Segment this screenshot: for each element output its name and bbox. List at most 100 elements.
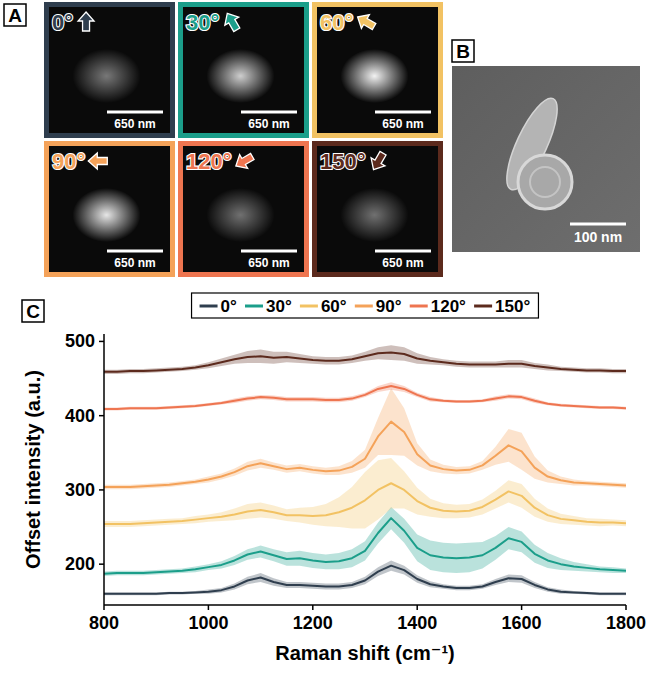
scale-label: 650 nm <box>248 256 289 270</box>
panel-letter-group: B <box>452 40 474 62</box>
image-tile: 0° 650 nm <box>47 5 173 136</box>
error-band <box>104 382 626 410</box>
legend-swatch <box>300 305 318 308</box>
legend-label: 60° <box>321 297 347 316</box>
panel-letter-group: C <box>22 300 44 322</box>
tile-frame <box>315 5 441 136</box>
scattering-spot <box>341 188 409 242</box>
tile-frame <box>47 144 173 275</box>
panel-letter: B <box>456 41 470 62</box>
angle-label: 30° <box>186 10 219 35</box>
legend-swatch <box>410 305 428 308</box>
legend-swatch <box>200 305 218 308</box>
scale-label: 650 nm <box>114 256 155 270</box>
x-tick-label: 1800 <box>606 613 646 633</box>
error-band <box>104 458 626 529</box>
y-tick <box>99 563 104 565</box>
panel-letter-group: A <box>4 4 26 26</box>
x-tick <box>521 605 523 610</box>
scattering-spot <box>207 49 275 103</box>
panel-letter-box <box>452 40 474 62</box>
scale-bar <box>375 250 431 253</box>
x-tick-label: 1400 <box>397 613 437 633</box>
x-tick <box>208 605 210 610</box>
legend-label: 120° <box>431 297 466 316</box>
legend-swatch <box>474 305 492 308</box>
plot-data <box>104 345 626 595</box>
y-tick <box>99 415 104 417</box>
legend-swatch <box>245 305 263 308</box>
scale-label: 650 nm <box>382 117 423 131</box>
polarization-arrow <box>232 150 256 173</box>
spectrum-line <box>104 483 626 524</box>
polarization-arrow <box>88 153 107 169</box>
x-tick-label: 800 <box>89 613 119 633</box>
scattering-spot <box>73 188 141 242</box>
x-tick <box>103 605 105 610</box>
legend: 0°30°60°90°120°150° <box>192 293 539 318</box>
y-tick <box>99 341 104 343</box>
x-tick-label: 1600 <box>502 613 542 633</box>
scale-label: 650 nm <box>248 117 289 131</box>
scattering-spot <box>341 49 409 103</box>
y-tick-label: 500 <box>65 331 95 351</box>
y-tick-label: 200 <box>65 554 95 574</box>
sem-background <box>452 66 640 252</box>
legend-frame <box>192 293 539 318</box>
legend-label: 0° <box>221 297 237 316</box>
image-tile: 60° 650 nm <box>315 5 441 136</box>
angle-label: 60° <box>320 10 353 35</box>
sem-image: 100 nm <box>452 66 640 252</box>
scale-bar <box>570 223 626 226</box>
spectrum-line <box>104 353 626 372</box>
spectrum-line <box>104 422 626 487</box>
scale-label: 100 nm <box>574 229 622 245</box>
y-tick-label: 300 <box>65 480 95 500</box>
polarization-arrow <box>367 149 390 173</box>
scale-label: 650 nm <box>382 256 423 270</box>
tile-frame <box>181 144 307 275</box>
image-tile: 30° 650 nm <box>181 5 307 136</box>
panel-letter-box <box>22 300 44 322</box>
axes: 20030040050080010001200140016001800Raman… <box>22 331 646 664</box>
x-axis-title: Raman shift (cm⁻¹) <box>275 642 454 664</box>
scale-bar <box>241 250 297 253</box>
x-tick <box>312 605 314 610</box>
x-tick-label: 1200 <box>293 613 333 633</box>
angle-label: 150° <box>320 149 366 174</box>
image-tile: 120° 650 nm <box>181 144 307 275</box>
x-tick-label: 1000 <box>188 613 228 633</box>
scale-bar <box>375 111 431 114</box>
scale-bar <box>107 111 163 114</box>
polarization-arrow <box>354 10 378 33</box>
polarization-arrow <box>220 9 243 33</box>
angle-label: 120° <box>186 149 232 174</box>
x-axis-line <box>104 604 626 606</box>
panel-letter-box <box>4 4 26 26</box>
tile-frame <box>181 5 307 136</box>
y-tick <box>99 489 104 491</box>
panel-letter: C <box>26 301 40 322</box>
scale-label: 650 nm <box>114 117 155 131</box>
nanosphere-ring <box>530 167 560 197</box>
panel-letter: A <box>8 5 22 26</box>
error-band <box>104 345 626 374</box>
angle-label: 90° <box>52 149 85 174</box>
polarization-arrow <box>78 12 94 31</box>
x-tick <box>416 605 418 610</box>
spectrum-line <box>104 386 626 409</box>
angle-label: 0° <box>52 10 73 35</box>
image-tile: 90° 650 nm <box>47 144 173 275</box>
scale-bar <box>107 250 163 253</box>
scattering-spot <box>73 49 141 103</box>
spectrum-line <box>104 518 626 574</box>
legend-label: 90° <box>376 297 402 316</box>
figure: 0° 650 nm 30° 650 nm 60° 650 nm 90° 650 nm 120° 6… <box>0 0 646 675</box>
x-tick <box>625 605 627 610</box>
legend-swatch <box>355 305 373 308</box>
scale-bar <box>241 111 297 114</box>
image-tile: 150° 650 nm <box>315 144 441 275</box>
scattering-spot <box>207 188 275 242</box>
nanosphere <box>518 155 572 209</box>
legend-label: 150° <box>495 297 530 316</box>
